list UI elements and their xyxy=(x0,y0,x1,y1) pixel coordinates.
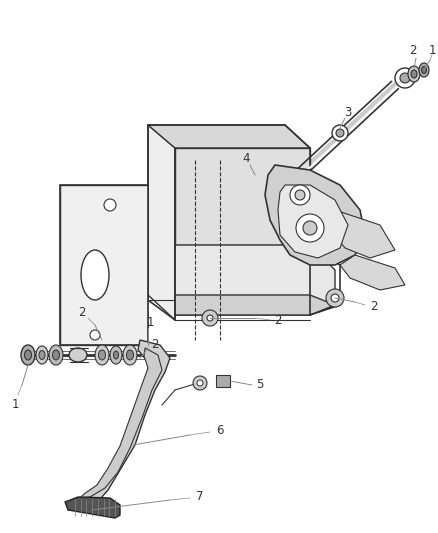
Ellipse shape xyxy=(53,350,60,360)
Ellipse shape xyxy=(421,67,427,74)
Text: 2: 2 xyxy=(78,305,86,319)
Circle shape xyxy=(326,289,344,307)
Circle shape xyxy=(90,330,100,340)
Circle shape xyxy=(332,125,348,141)
Ellipse shape xyxy=(36,346,48,364)
Text: 7: 7 xyxy=(196,489,204,503)
Text: 1: 1 xyxy=(428,44,436,56)
Circle shape xyxy=(336,129,344,137)
Ellipse shape xyxy=(110,346,122,364)
Circle shape xyxy=(290,185,310,205)
Polygon shape xyxy=(65,497,120,518)
Circle shape xyxy=(395,68,415,88)
Ellipse shape xyxy=(39,351,45,359)
Ellipse shape xyxy=(408,66,420,82)
Ellipse shape xyxy=(81,250,109,300)
Ellipse shape xyxy=(127,350,134,360)
Ellipse shape xyxy=(25,350,32,360)
Ellipse shape xyxy=(123,345,137,365)
Circle shape xyxy=(400,73,410,83)
Polygon shape xyxy=(335,210,395,258)
Text: 1: 1 xyxy=(11,399,19,411)
Ellipse shape xyxy=(411,70,417,78)
Text: 4: 4 xyxy=(242,151,250,165)
Circle shape xyxy=(197,380,203,386)
Polygon shape xyxy=(148,125,310,148)
Text: 1: 1 xyxy=(146,316,154,328)
Circle shape xyxy=(193,376,207,390)
Circle shape xyxy=(331,294,339,302)
Circle shape xyxy=(207,315,213,321)
Text: 3: 3 xyxy=(344,106,352,118)
Circle shape xyxy=(202,310,218,326)
Polygon shape xyxy=(175,245,335,315)
Polygon shape xyxy=(80,348,162,498)
Ellipse shape xyxy=(49,345,63,365)
Ellipse shape xyxy=(99,350,106,360)
Circle shape xyxy=(295,190,305,200)
FancyBboxPatch shape xyxy=(216,375,230,387)
Ellipse shape xyxy=(113,351,119,359)
Ellipse shape xyxy=(419,63,429,77)
Ellipse shape xyxy=(21,345,35,365)
Polygon shape xyxy=(265,165,365,265)
Text: 2: 2 xyxy=(370,300,378,312)
Polygon shape xyxy=(68,340,170,510)
Polygon shape xyxy=(60,185,148,345)
Circle shape xyxy=(303,221,317,235)
Polygon shape xyxy=(278,185,348,258)
Polygon shape xyxy=(148,125,175,320)
Ellipse shape xyxy=(95,345,109,365)
Polygon shape xyxy=(340,255,405,290)
Text: 2: 2 xyxy=(274,313,282,327)
Text: 6: 6 xyxy=(216,424,224,437)
Circle shape xyxy=(296,214,324,242)
Circle shape xyxy=(104,199,116,211)
Polygon shape xyxy=(175,295,335,315)
Text: 2: 2 xyxy=(151,337,159,351)
Polygon shape xyxy=(175,148,310,245)
Ellipse shape xyxy=(69,348,87,362)
Text: 2: 2 xyxy=(409,44,417,56)
Text: 5: 5 xyxy=(256,378,264,392)
